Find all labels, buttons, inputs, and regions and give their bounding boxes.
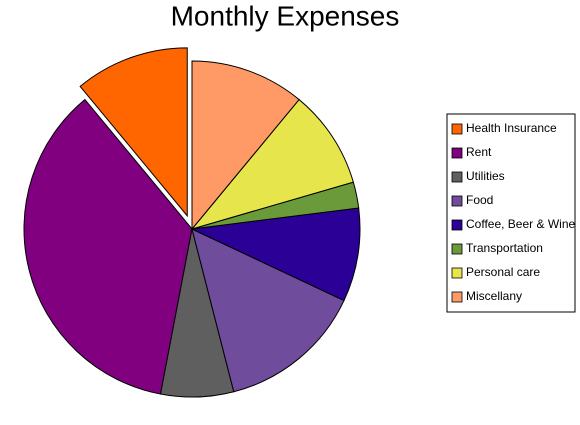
pie-slice <box>23 98 193 395</box>
legend-label: Coffee, Beer & Wine <box>466 217 575 231</box>
legend-label: Transportation <box>466 241 543 255</box>
legend-swatch <box>451 123 463 135</box>
legend-swatch <box>451 195 463 207</box>
pie-slice <box>191 228 345 393</box>
legend-swatch <box>451 291 463 303</box>
legend-label: Food <box>466 193 493 207</box>
pie-slice <box>190 98 354 230</box>
legend-label: Health Insurance <box>466 121 557 135</box>
legend-swatch <box>451 147 463 159</box>
pie-slice <box>190 207 361 302</box>
pie-slice <box>191 60 300 231</box>
pie-slice <box>79 47 188 218</box>
legend-swatch <box>451 267 463 279</box>
legend-label: Personal care <box>466 265 540 279</box>
legend-label: Rent <box>466 145 492 159</box>
legend-label: Miscellany <box>466 289 522 303</box>
legend-box <box>446 113 576 313</box>
legend-swatch <box>451 243 463 255</box>
legend-swatch <box>451 219 463 231</box>
legend-swatch <box>451 171 463 183</box>
chart-title: Monthly Expenses <box>171 0 400 31</box>
legend-label: Utilities <box>466 169 505 183</box>
